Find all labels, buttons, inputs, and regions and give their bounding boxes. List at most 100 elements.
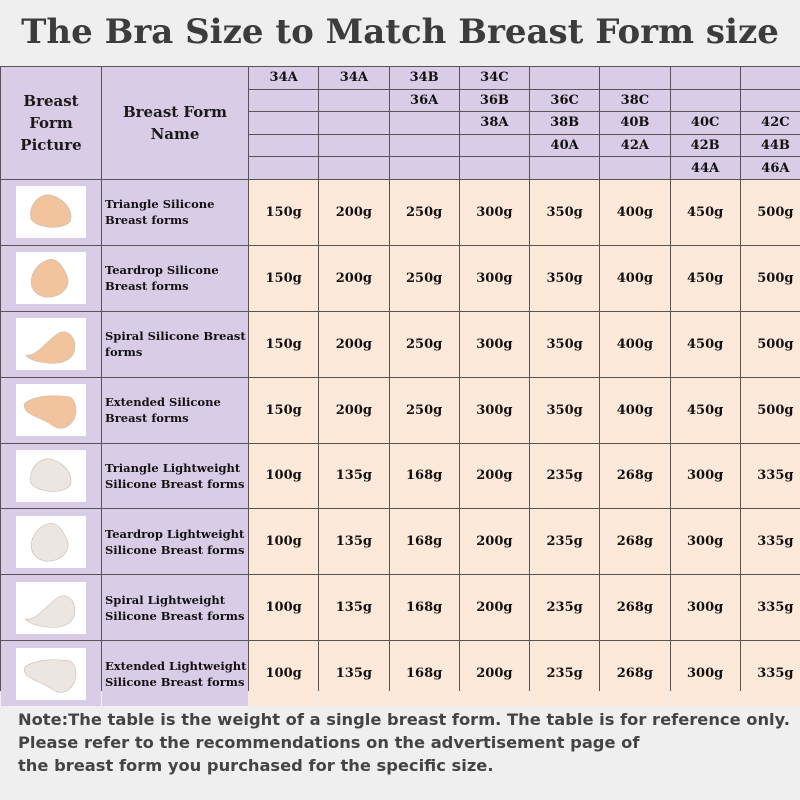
breast-form-name: Teardrop Lightweight Silicone Breast for… [102, 509, 248, 575]
size-header-cell [389, 134, 459, 157]
weight-cell: 300g [670, 641, 740, 707]
size-header-cell: 42C [740, 112, 800, 134]
breast-form-name: Spiral Silicone Breast forms [102, 311, 248, 377]
teardrop-breast-form-icon [16, 515, 86, 568]
breast-form-name: Extended Silicone Breast forms [102, 377, 248, 443]
size-header-cell: 34B [389, 67, 459, 89]
size-header-cell [459, 157, 529, 179]
breast-form-picture [1, 641, 101, 707]
weight-cell: 250g [389, 311, 459, 377]
breast-form-picture [1, 179, 101, 245]
size-header-cell: 36A [389, 89, 459, 112]
breast-form-picture [1, 377, 101, 443]
weight-cell: 100g [249, 443, 319, 509]
size-header-cell [740, 89, 800, 112]
size-header-cell [600, 67, 670, 89]
breast-form-picture [1, 509, 101, 575]
extended-breast-form-icon [16, 384, 86, 437]
breast-form-name: Triangle Silicone Breast forms [102, 179, 248, 245]
breast-form-name: Spiral Lightweight Silicone Breast forms [102, 575, 248, 641]
page-title: The Bra Size to Match Breast Form size [21, 12, 779, 52]
weight-cell: 300g [459, 245, 529, 311]
weight-cell: 235g [530, 443, 600, 509]
weight-cell: 335g [740, 509, 800, 575]
weight-cell: 100g [249, 641, 319, 707]
size-header-cell [670, 89, 740, 112]
weight-cell: 300g [459, 179, 529, 245]
size-header-cell: 38A [459, 112, 529, 134]
weight-cell: 400g [600, 311, 670, 377]
triangle-breast-form-icon [16, 449, 86, 502]
size-header-cell: 40A [530, 134, 600, 157]
weight-cell: 300g [459, 311, 529, 377]
size-header-cell [319, 112, 389, 134]
weight-cell: 268g [600, 509, 670, 575]
note-line: Please refer to the recommendations on t… [18, 733, 640, 752]
weight-cell: 150g [249, 377, 319, 443]
size-header-cell [249, 89, 319, 112]
size-header-cell: 40C [670, 112, 740, 134]
breast-form-picture [1, 245, 101, 311]
size-header-cell [249, 134, 319, 157]
weight-cell: 200g [459, 575, 529, 641]
weight-cell: 135g [319, 509, 389, 575]
weight-cell: 300g [670, 509, 740, 575]
size-header-cell [389, 157, 459, 179]
breast-form-name: Extended Lightweight Silicone Breast for… [102, 641, 248, 707]
weight-cell: 135g [319, 575, 389, 641]
weight-cell: 100g [249, 509, 319, 575]
weight-cell: 168g [389, 575, 459, 641]
note-line: Note:The table is the weight of a single… [18, 710, 790, 729]
size-header-cell [249, 112, 319, 134]
weight-cell: 450g [670, 377, 740, 443]
teardrop-breast-form-icon [16, 252, 86, 305]
size-header-cell: 44B [740, 134, 800, 157]
weight-cell: 250g [389, 179, 459, 245]
weight-cell: 235g [530, 641, 600, 707]
size-header-cell: 44A [670, 157, 740, 179]
weight-cell: 500g [740, 311, 800, 377]
weight-cell: 135g [319, 443, 389, 509]
breast-form-picture [1, 311, 101, 377]
size-table: Breast Form Picture Breast Form Name 34A… [0, 66, 800, 707]
note-line: the breast form you purchased for the sp… [18, 756, 494, 775]
size-header-cell [530, 67, 600, 89]
weight-cell: 200g [319, 245, 389, 311]
size-header-cell: 36B [459, 89, 529, 112]
weight-cell: 235g [530, 509, 600, 575]
weight-cell: 100g [249, 575, 319, 641]
size-header-cell: 42A [600, 134, 670, 157]
size-header-cell [319, 89, 389, 112]
triangle-breast-form-icon [16, 186, 86, 239]
size-header-cell: 34C [459, 67, 529, 89]
weight-cell: 450g [670, 179, 740, 245]
weight-cell: 350g [530, 245, 600, 311]
weight-cell: 168g [389, 641, 459, 707]
size-header-cell [530, 157, 600, 179]
weight-cell: 335g [740, 575, 800, 641]
weight-cell: 235g [530, 575, 600, 641]
weight-cell: 400g [600, 179, 670, 245]
weight-cell: 200g [459, 641, 529, 707]
weight-cell: 400g [600, 245, 670, 311]
weight-cell: 200g [319, 377, 389, 443]
weight-cell: 150g [249, 179, 319, 245]
size-header-cell: 38C [600, 89, 670, 112]
picture-column-header: Breast Form Picture [1, 67, 101, 179]
weight-cell: 268g [600, 641, 670, 707]
breast-form-name: Teardrop Silicone Breast forms [102, 245, 248, 311]
size-header-cell [600, 157, 670, 179]
spiral-breast-form-icon [16, 581, 86, 634]
size-header-cell: 34A [249, 67, 319, 89]
breast-form-picture [1, 443, 101, 509]
weight-cell: 200g [319, 311, 389, 377]
spiral-breast-form-icon [16, 318, 86, 371]
weight-cell: 300g [670, 575, 740, 641]
weight-cell: 300g [670, 443, 740, 509]
size-header-cell: 46A [740, 157, 800, 179]
size-header-cell: 34A [319, 67, 389, 89]
weight-cell: 350g [530, 311, 600, 377]
weight-cell: 168g [389, 443, 459, 509]
extended-breast-form-icon [16, 647, 86, 700]
weight-cell: 135g [319, 641, 389, 707]
